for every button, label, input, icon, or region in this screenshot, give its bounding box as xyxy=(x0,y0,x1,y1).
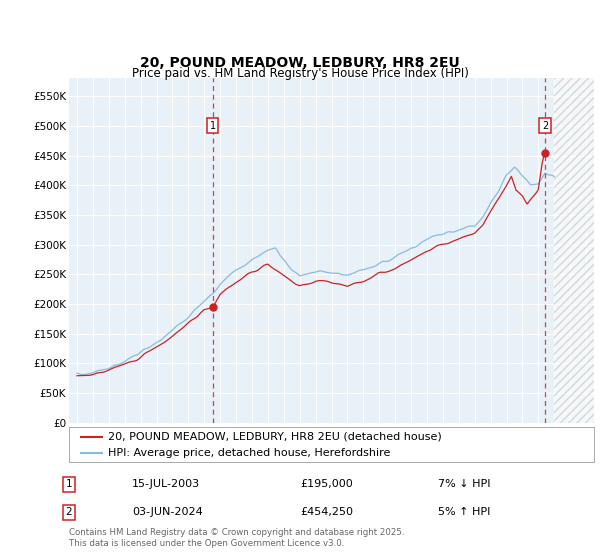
Text: Price paid vs. HM Land Registry's House Price Index (HPI): Price paid vs. HM Land Registry's House … xyxy=(131,67,469,81)
Text: £195,000: £195,000 xyxy=(300,479,353,489)
Text: 2: 2 xyxy=(65,507,73,517)
Text: 20, POUND MEADOW, LEDBURY, HR8 2EU: 20, POUND MEADOW, LEDBURY, HR8 2EU xyxy=(140,55,460,69)
Text: HPI: Average price, detached house, Herefordshire: HPI: Average price, detached house, Here… xyxy=(109,448,391,458)
Bar xyxy=(554,78,594,423)
Text: 1: 1 xyxy=(65,479,73,489)
Text: 20, POUND MEADOW, LEDBURY, HR8 2EU (detached house): 20, POUND MEADOW, LEDBURY, HR8 2EU (deta… xyxy=(109,432,442,442)
Text: 15-JUL-2003: 15-JUL-2003 xyxy=(132,479,200,489)
Text: 7% ↓ HPI: 7% ↓ HPI xyxy=(438,479,491,489)
Text: 2: 2 xyxy=(542,121,548,131)
Text: £454,250: £454,250 xyxy=(300,507,353,517)
Text: 03-JUN-2024: 03-JUN-2024 xyxy=(132,507,203,517)
Text: Contains HM Land Registry data © Crown copyright and database right 2025.
This d: Contains HM Land Registry data © Crown c… xyxy=(69,528,404,548)
Text: 5% ↑ HPI: 5% ↑ HPI xyxy=(438,507,490,517)
Text: 1: 1 xyxy=(210,121,216,131)
